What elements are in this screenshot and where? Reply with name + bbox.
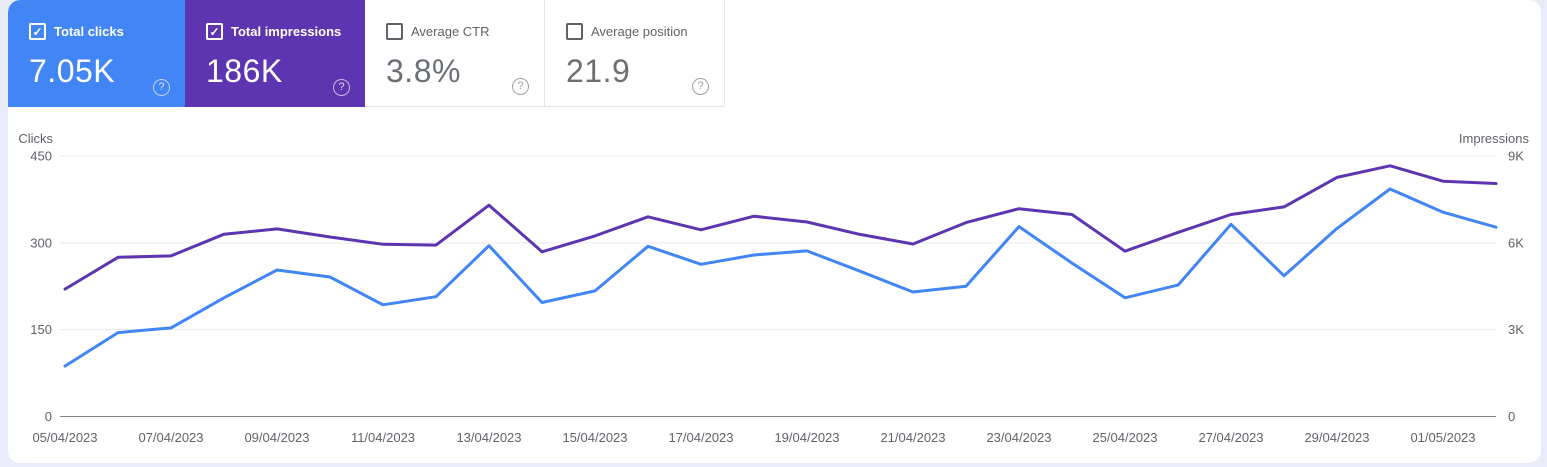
left-axis-title: Clicks	[18, 131, 53, 146]
x-axis-label: 23/04/2023	[986, 430, 1051, 445]
metric-card-average-ctr[interactable]: ✓ Average CTR 3.8% ?	[365, 0, 545, 107]
right-axis-tick: 9K	[1508, 149, 1524, 164]
checkbox-total-clicks[interactable]: ✓	[29, 23, 46, 40]
metric-label: Average position	[591, 24, 688, 39]
x-axis-label: 07/04/2023	[138, 430, 203, 445]
metric-value: 186K	[206, 53, 283, 89]
metric-label: Total clicks	[54, 24, 124, 39]
check-icon: ✓	[209, 24, 220, 39]
metric-value: 3.8%	[386, 53, 461, 89]
metric-value: 21.9	[566, 53, 631, 89]
metric-card-average-position[interactable]: ✓ Average position 21.9 ?	[545, 0, 725, 107]
help-icon[interactable]: ?	[692, 78, 709, 95]
left-axis-tick: 0	[45, 409, 52, 424]
check-icon: ✓	[32, 24, 43, 39]
metric-label: Total impressions	[231, 24, 342, 39]
x-axis-label: 29/04/2023	[1304, 430, 1369, 445]
x-axis-label: 25/04/2023	[1092, 430, 1157, 445]
x-axis-label: 19/04/2023	[774, 430, 839, 445]
x-axis-label: 27/04/2023	[1198, 430, 1263, 445]
left-axis-tick: 300	[30, 235, 52, 250]
right-axis-tick: 3K	[1508, 322, 1524, 337]
checkbox-average-position[interactable]: ✓	[566, 23, 583, 40]
left-axis-tick: 150	[30, 322, 52, 337]
x-axis-label: 21/04/2023	[880, 430, 945, 445]
help-icon[interactable]: ?	[333, 79, 350, 96]
metric-card-total-clicks[interactable]: ✓ Total clicks 7.05K ?	[8, 0, 185, 107]
x-axis-label: 01/05/2023	[1410, 430, 1475, 445]
impressions-line	[63, 164, 1498, 291]
help-icon[interactable]: ?	[512, 78, 529, 95]
x-axis-label: 11/04/2023	[351, 430, 415, 445]
performance-panel: ✓ Total clicks 7.05K ? ✓ Total impressio…	[8, 0, 1541, 463]
checkbox-average-ctr[interactable]: ✓	[386, 23, 403, 40]
metric-cards-row: ✓ Total clicks 7.05K ? ✓ Total impressio…	[8, 0, 1541, 107]
x-axis-label: 05/04/2023	[32, 430, 97, 445]
right-axis-title: Impressions	[1459, 131, 1530, 146]
right-axis-tick: 0	[1508, 409, 1515, 424]
metric-value: 7.05K	[29, 53, 116, 89]
right-axis-tick: 6K	[1508, 235, 1524, 250]
metric-label: Average CTR	[411, 24, 490, 39]
left-axis-tick: 450	[30, 149, 52, 164]
metric-card-total-impressions[interactable]: ✓ Total impressions 186K ?	[185, 0, 365, 107]
checkbox-total-impressions[interactable]: ✓	[206, 23, 223, 40]
x-axis-label: 09/04/2023	[244, 430, 309, 445]
x-axis-label: 13/04/2023	[456, 430, 521, 445]
x-axis-label: 15/04/2023	[562, 430, 627, 445]
clicks-line	[63, 187, 1498, 368]
x-axis-label: 17/04/2023	[668, 430, 733, 445]
help-icon[interactable]: ?	[153, 79, 170, 96]
